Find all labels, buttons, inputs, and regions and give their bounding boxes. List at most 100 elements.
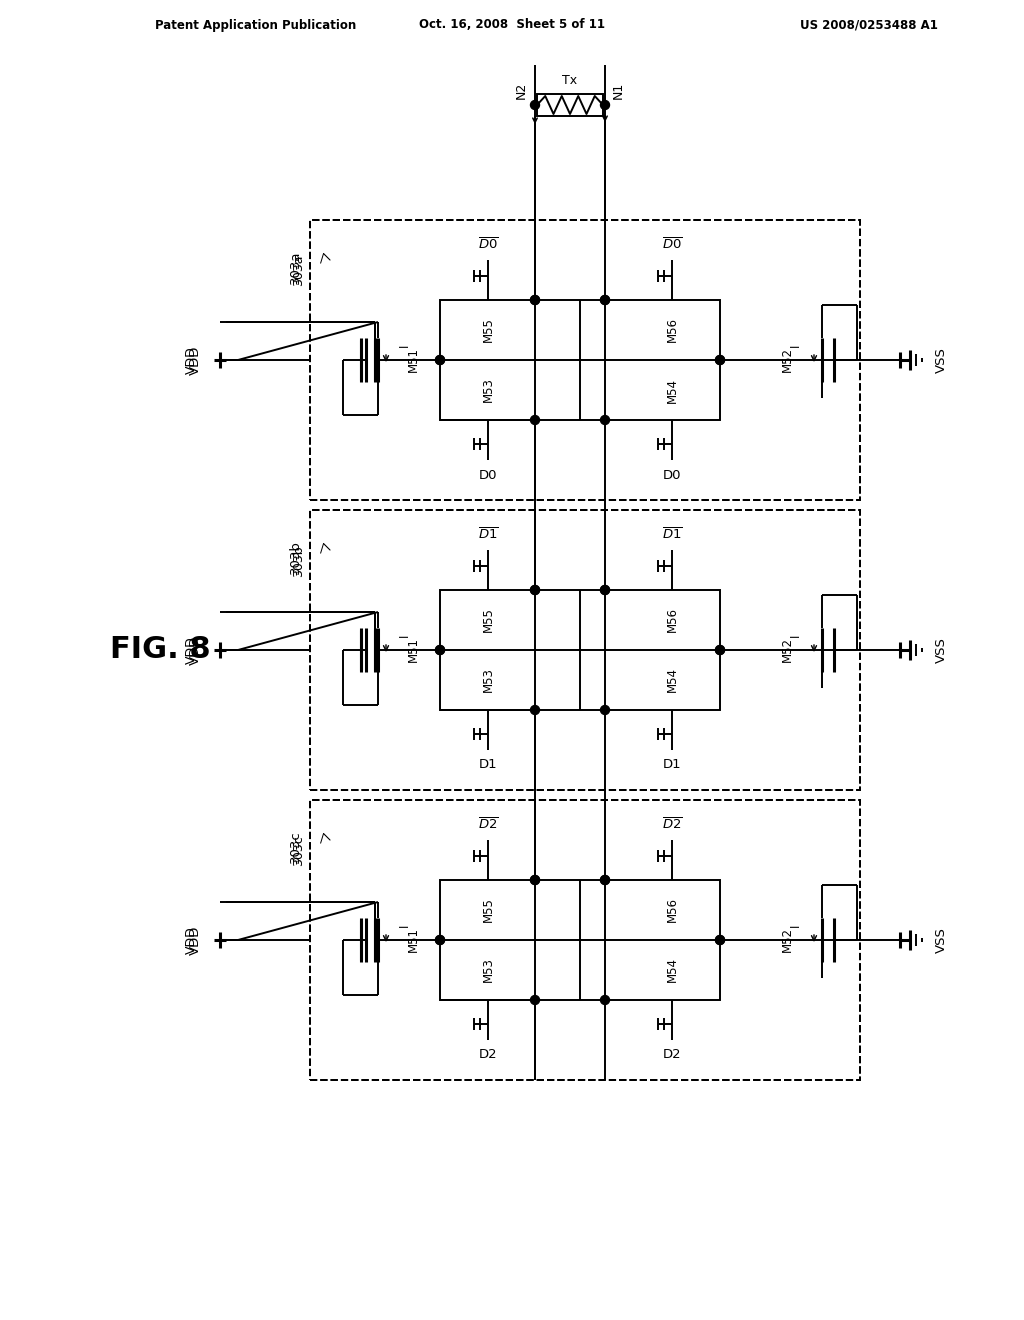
Circle shape <box>600 705 609 714</box>
Bar <box>537 94 603 116</box>
Text: M53: M53 <box>481 378 495 403</box>
Circle shape <box>435 355 444 364</box>
Text: VDD: VDD <box>185 927 198 954</box>
Text: M51: M51 <box>407 638 420 663</box>
Text: $\overline{D1}$: $\overline{D1}$ <box>662 527 682 543</box>
Text: $\overline{D0}$: $\overline{D0}$ <box>477 238 499 252</box>
Text: I: I <box>398 343 411 347</box>
Text: M55: M55 <box>481 318 495 342</box>
Text: 303a: 303a <box>292 255 305 286</box>
Circle shape <box>530 705 540 714</box>
Text: /: / <box>319 541 325 554</box>
Text: M56: M56 <box>666 898 679 923</box>
Text: Patent Application Publication: Patent Application Publication <box>155 18 356 32</box>
Text: /: / <box>319 252 325 264</box>
Text: VDD: VDD <box>185 636 198 664</box>
Circle shape <box>600 875 609 884</box>
Text: Tx: Tx <box>562 74 578 87</box>
Circle shape <box>530 586 540 594</box>
Circle shape <box>530 296 540 305</box>
Text: 303b: 303b <box>289 540 302 574</box>
Bar <box>310 220 860 500</box>
Circle shape <box>600 100 609 110</box>
Text: M55: M55 <box>481 898 495 923</box>
Text: M51: M51 <box>407 347 420 372</box>
Circle shape <box>600 875 609 884</box>
Bar <box>310 220 860 500</box>
Circle shape <box>530 586 540 594</box>
Text: D0: D0 <box>663 469 681 482</box>
Text: $\overline{D0}$: $\overline{D0}$ <box>662 238 682 252</box>
Circle shape <box>435 355 444 364</box>
Text: 303c: 303c <box>289 830 302 863</box>
Text: D0: D0 <box>479 469 498 482</box>
Bar <box>440 880 720 1001</box>
Text: $\overline{D1}$: $\overline{D1}$ <box>477 527 499 543</box>
Text: M54: M54 <box>666 378 679 403</box>
Circle shape <box>435 645 444 655</box>
Text: VDD: VDD <box>189 925 202 954</box>
Circle shape <box>716 645 725 655</box>
Bar <box>440 300 720 420</box>
Text: M52: M52 <box>780 347 794 372</box>
Circle shape <box>716 355 725 364</box>
Circle shape <box>716 936 725 945</box>
Text: Oct. 16, 2008  Sheet 5 of 11: Oct. 16, 2008 Sheet 5 of 11 <box>419 18 605 32</box>
Circle shape <box>600 995 609 1005</box>
Text: $\overline{D2}$: $\overline{D2}$ <box>662 817 682 833</box>
Text: M54: M54 <box>666 957 679 982</box>
Text: VDD: VDD <box>185 346 198 374</box>
Circle shape <box>435 936 444 945</box>
Bar <box>440 590 720 710</box>
Text: 303c: 303c <box>292 836 305 866</box>
Text: I: I <box>790 634 802 636</box>
Text: VSS: VSS <box>935 347 948 374</box>
Text: VDD: VDD <box>189 635 202 665</box>
Text: 303b: 303b <box>292 545 305 577</box>
Text: D2: D2 <box>663 1048 681 1061</box>
Circle shape <box>530 995 540 1005</box>
Text: M52: M52 <box>780 928 794 953</box>
Circle shape <box>435 936 444 945</box>
Text: I: I <box>790 923 802 927</box>
Text: I: I <box>790 343 802 347</box>
Circle shape <box>600 296 609 305</box>
Circle shape <box>530 875 540 884</box>
Text: M55: M55 <box>481 607 495 632</box>
Text: D2: D2 <box>478 1048 498 1061</box>
Text: D1: D1 <box>663 759 681 771</box>
Text: M56: M56 <box>666 318 679 342</box>
Circle shape <box>600 416 609 425</box>
Text: I: I <box>398 634 411 636</box>
Bar <box>310 510 860 789</box>
Circle shape <box>716 936 725 945</box>
Text: M56: M56 <box>666 607 679 632</box>
Circle shape <box>600 586 609 594</box>
Circle shape <box>716 645 725 655</box>
Bar <box>310 510 860 789</box>
Text: I: I <box>398 923 411 927</box>
Text: N1: N1 <box>612 82 625 99</box>
Bar <box>310 800 860 1080</box>
Text: VDD: VDD <box>189 346 202 375</box>
Circle shape <box>600 296 609 305</box>
Circle shape <box>530 416 540 425</box>
Circle shape <box>530 875 540 884</box>
Text: /: / <box>319 832 325 845</box>
Text: VSS: VSS <box>935 927 948 953</box>
Circle shape <box>435 645 444 655</box>
Circle shape <box>530 296 540 305</box>
Circle shape <box>716 355 725 364</box>
Text: US 2008/0253488 A1: US 2008/0253488 A1 <box>800 18 938 32</box>
Text: $\overline{D2}$: $\overline{D2}$ <box>477 817 499 833</box>
Circle shape <box>530 100 540 110</box>
Text: VSS: VSS <box>935 638 948 663</box>
Text: M53: M53 <box>481 668 495 693</box>
Text: D1: D1 <box>478 759 498 771</box>
Text: 303a: 303a <box>289 249 302 284</box>
Text: M54: M54 <box>666 668 679 693</box>
Bar <box>310 800 860 1080</box>
Text: N2: N2 <box>515 82 528 99</box>
Text: M52: M52 <box>780 638 794 663</box>
Text: M53: M53 <box>481 957 495 982</box>
